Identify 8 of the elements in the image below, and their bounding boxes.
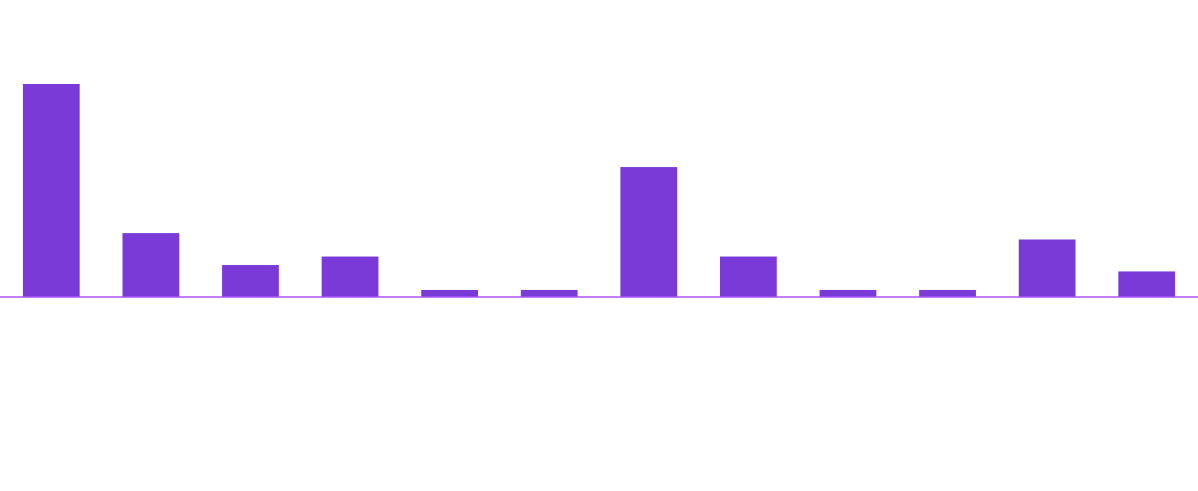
bar bbox=[222, 265, 279, 297]
bar bbox=[321, 256, 379, 297]
bar bbox=[22, 84, 80, 297]
bar bbox=[122, 233, 180, 297]
bar bbox=[620, 167, 678, 297]
bar bbox=[720, 256, 777, 297]
bar bbox=[1118, 271, 1176, 297]
bar bbox=[1018, 239, 1076, 297]
